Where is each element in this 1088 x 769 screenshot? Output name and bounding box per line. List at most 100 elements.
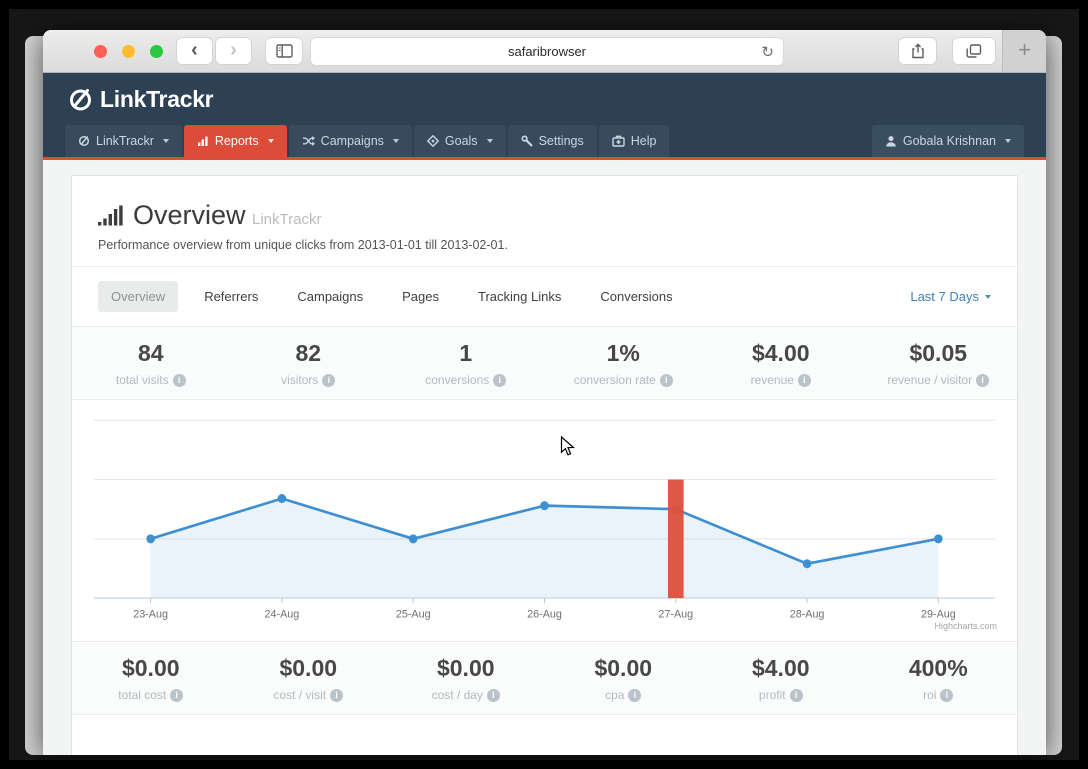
- stat-value: $4.00: [751, 340, 810, 366]
- x-axis-label: 27-Aug: [658, 608, 693, 620]
- back-button[interactable]: ‹: [176, 37, 213, 65]
- address-bar[interactable]: safaribrowser ↻: [310, 36, 784, 66]
- stat-label: total cost i: [72, 688, 230, 702]
- close-window-button[interactable]: [94, 44, 107, 58]
- stat-value: 82: [295, 340, 322, 366]
- x-axis-label: 24-Aug: [265, 608, 300, 620]
- page-title-suffix: LinkTrackr: [251, 211, 322, 228]
- stat-value: $4.00: [751, 655, 810, 681]
- stat-label: profit i: [702, 688, 860, 702]
- nav-item-linktrackr[interactable]: LinkTrackr: [65, 125, 182, 157]
- x-axis-label: 26-Aug: [527, 608, 562, 620]
- info-icon[interactable]: i: [940, 688, 954, 702]
- tab-pages[interactable]: Pages: [402, 289, 440, 304]
- nav-item-campaigns[interactable]: Campaigns: [288, 125, 412, 157]
- chart-point[interactable]: [540, 501, 549, 511]
- chart-area-fill: [150, 498, 939, 599]
- info-icon[interactable]: i: [486, 688, 500, 702]
- info-icon[interactable]: i: [170, 688, 184, 702]
- info-icon[interactable]: i: [797, 373, 811, 387]
- info-icon[interactable]: i: [976, 373, 990, 387]
- minimize-window-button[interactable]: [122, 44, 135, 58]
- mouse-cursor: [560, 435, 575, 462]
- chevron-down-icon: [985, 294, 991, 299]
- share-button[interactable]: [898, 37, 937, 65]
- date-range-dropdown[interactable]: Last 7 Days: [910, 289, 991, 304]
- highlight-column[interactable]: [667, 479, 684, 599]
- stat-value: 1%: [606, 340, 640, 366]
- stat-roi: 400% roi i: [860, 655, 1018, 702]
- overview-chart[interactable]: 23-Aug 24-Aug 25-Aug 26-Aug 27-Aug 28-Aug 29-A…: [84, 406, 1005, 641]
- stat-conversions: 1 conversions i: [387, 340, 545, 387]
- page-title: Overview: [133, 200, 246, 230]
- info-icon[interactable]: i: [330, 688, 344, 702]
- info-icon[interactable]: i: [322, 373, 336, 387]
- bar-chart-icon: [197, 135, 209, 147]
- sidebar-icon: [275, 44, 293, 58]
- stat-value: $0.00: [436, 655, 495, 681]
- linktrackr-logo[interactable]: LinkTrackr: [67, 85, 214, 113]
- tab-overview-button[interactable]: [952, 37, 996, 65]
- nav-item-goals[interactable]: Goals: [413, 125, 506, 157]
- nav-item-label: Settings: [538, 134, 584, 148]
- nav-item-label: Help: [630, 134, 657, 148]
- chart-point[interactable]: [802, 559, 812, 569]
- plus-icon: +: [1018, 37, 1031, 62]
- tab-tracking-links[interactable]: Tracking Links: [478, 289, 562, 304]
- logo-text: LinkTrackr: [100, 85, 214, 112]
- chart-section: 23-Aug 24-Aug 25-Aug 26-Aug 27-Aug 28-Aug 29-A…: [72, 400, 1017, 641]
- tab-referrers[interactable]: Referrers: [204, 289, 259, 304]
- chart-point[interactable]: [146, 534, 155, 544]
- nav-item-label: Goals: [444, 134, 478, 148]
- stat-label: conversions i: [387, 373, 545, 387]
- forward-button[interactable]: ›: [215, 37, 252, 65]
- sidebar-toggle-button[interactable]: [265, 37, 303, 65]
- stat-label: revenue / visitor i: [860, 373, 1018, 387]
- stat-label: visitors i: [230, 373, 388, 387]
- overview-card: Overview LinkTrackr Performance overview…: [71, 175, 1018, 755]
- user-menu[interactable]: Gobala Krishnan: [871, 125, 1024, 157]
- chevron-down-icon: [486, 139, 493, 143]
- nav-item-label: LinkTrackr: [96, 134, 154, 148]
- stat-label: cost / visit i: [230, 688, 388, 702]
- stat-value: $0.05: [909, 340, 968, 366]
- address-text: safaribrowser: [507, 43, 587, 59]
- nav-item-label: Campaigns: [320, 134, 384, 148]
- bar-chart-icon: [98, 205, 123, 226]
- info-icon[interactable]: i: [659, 373, 673, 387]
- stat-total-cost: $0.00 total cost i: [72, 655, 230, 702]
- stat-value: $0.00: [594, 655, 653, 681]
- stat-revenue: $4.00 revenue i: [702, 340, 860, 387]
- stat-label: revenue i: [702, 373, 860, 387]
- chart-point[interactable]: [277, 494, 287, 504]
- new-tab-button[interactable]: +: [1002, 30, 1046, 72]
- stat-label: roi i: [860, 688, 1018, 702]
- nav-item-settings[interactable]: Settings: [507, 125, 597, 157]
- wrench-icon: [521, 135, 533, 147]
- info-icon[interactable]: i: [789, 688, 803, 702]
- chart-point[interactable]: [408, 534, 418, 544]
- tab-conversions[interactable]: Conversions: [600, 289, 673, 304]
- chevron-down-icon: [1005, 139, 1011, 143]
- info-icon[interactable]: i: [493, 373, 507, 387]
- chevron-down-icon: [392, 139, 399, 143]
- linktrackr-icon: [78, 135, 90, 147]
- browser-titlebar: ‹ › safaribrowser ↻ +: [43, 30, 1046, 73]
- info-icon[interactable]: i: [628, 688, 642, 702]
- safari-window: ‹ › safaribrowser ↻ +: [43, 30, 1046, 755]
- zoom-window-button[interactable]: [150, 44, 163, 58]
- nav-item-help[interactable]: Help: [598, 125, 670, 157]
- chart-point[interactable]: [934, 534, 943, 544]
- stats-row-bottom: $0.00 total cost i $0.00 cost / visit i $0…: [72, 641, 1017, 715]
- tab-overview[interactable]: Overview: [98, 281, 179, 312]
- x-axis-label: 25-Aug: [396, 608, 431, 620]
- info-icon[interactable]: i: [172, 373, 186, 387]
- stat-value: 84: [137, 340, 164, 366]
- stat-conversion-rate: 1% conversion rate i: [545, 340, 703, 387]
- chart-credit[interactable]: Highcharts.com: [934, 621, 997, 631]
- x-axis-label: 28-Aug: [790, 608, 825, 620]
- tab-campaigns[interactable]: Campaigns: [297, 289, 364, 304]
- reload-icon[interactable]: ↻: [761, 43, 774, 61]
- nav-item-reports[interactable]: Reports: [183, 125, 287, 157]
- stat-visitors: 82 visitors i: [230, 340, 388, 387]
